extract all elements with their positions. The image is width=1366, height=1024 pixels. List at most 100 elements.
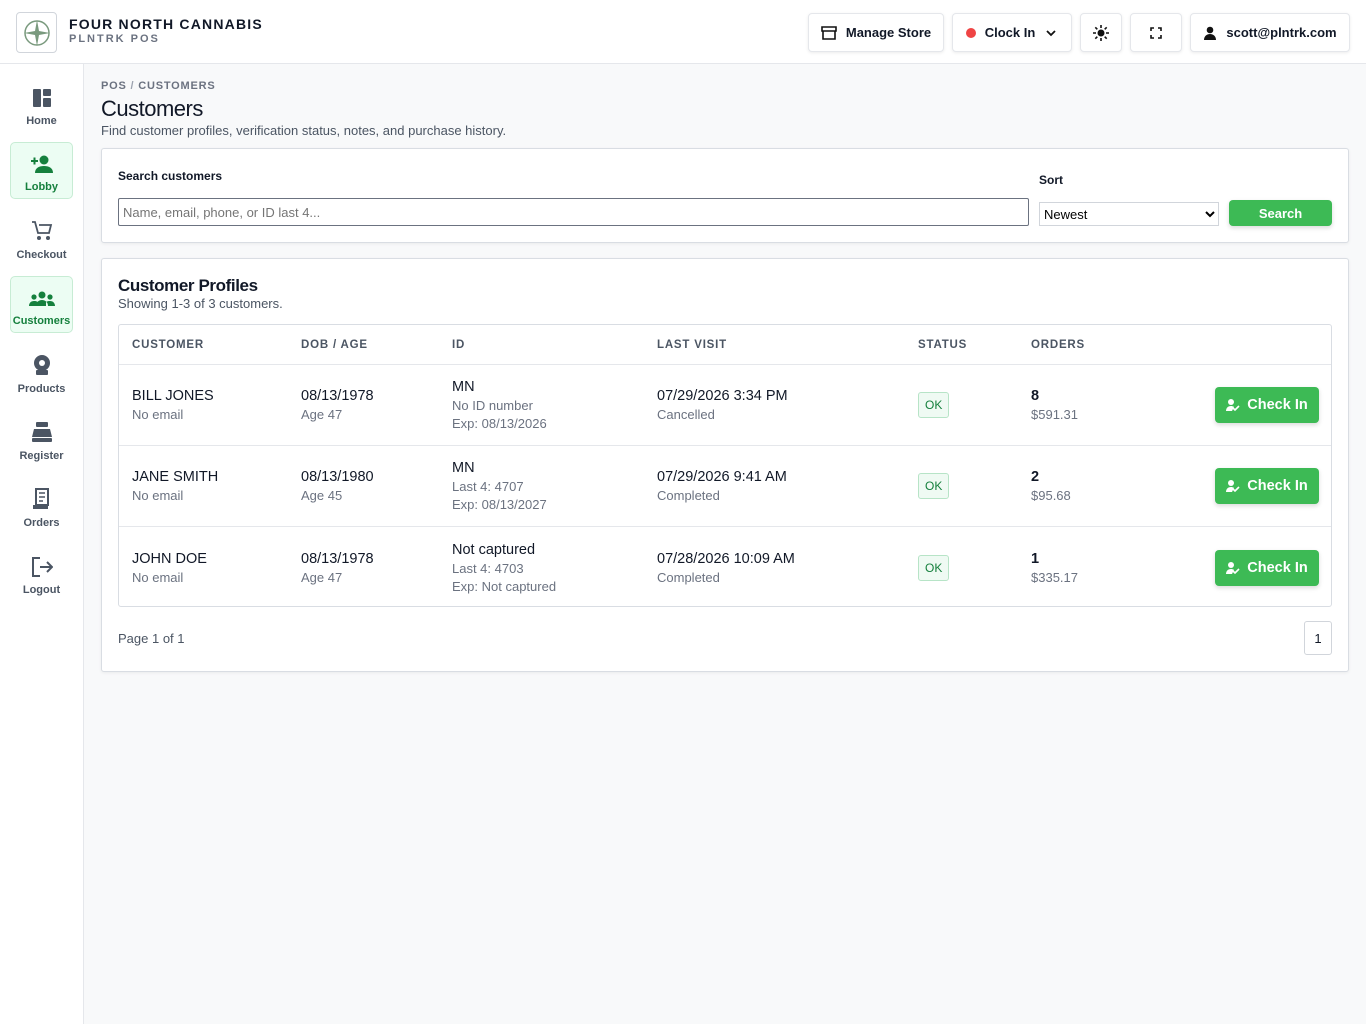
- check-in-label: Check In: [1247, 559, 1308, 576]
- order-count: 2: [1031, 469, 1040, 485]
- id-number: Last 4: 4707: [452, 479, 524, 494]
- search-card: Search customers Sort Newest Search: [101, 148, 1349, 243]
- nav-label: Orders: [23, 517, 60, 529]
- column-header: STATUS: [918, 338, 968, 351]
- nav-item[interactable]: Orders: [10, 478, 73, 535]
- nav-item[interactable]: Customers: [10, 276, 73, 333]
- status-cell: OK: [918, 473, 1031, 499]
- customer-cell: BILL JONES No email: [132, 388, 301, 422]
- id-number: Last 4: 4703: [452, 560, 524, 576]
- user-email: scott@plntrk.com: [1226, 25, 1337, 40]
- last-visit: 07/29/2026 9:41 AM: [657, 469, 787, 485]
- order-count: 1: [1031, 550, 1040, 567]
- search-label: Search customers: [118, 169, 223, 183]
- order-total: $591.31: [1031, 407, 1078, 422]
- status-badge: OK: [918, 554, 950, 581]
- nav-item[interactable]: Logout: [10, 545, 73, 602]
- customer-email: No email: [132, 407, 184, 422]
- customer-name: JANE SMITH: [132, 469, 219, 485]
- nav-item[interactable]: Checkout: [10, 210, 73, 267]
- visit-cell: 07/29/2026 9:41 AM Completed: [657, 469, 918, 503]
- check-in-icon: [1226, 561, 1240, 574]
- check-in-label: Check In: [1247, 478, 1308, 494]
- page-description: Find customer profiles, verification sta…: [101, 123, 507, 138]
- nav-label: Logout: [22, 584, 61, 596]
- nav-item[interactable]: Register: [10, 411, 73, 468]
- manage-store-button[interactable]: Manage Store: [808, 13, 944, 52]
- search-button[interactable]: Search: [1229, 200, 1332, 226]
- table-header: CUSTOMER DOB / AGE ID LAST VISIT STATUS ORDER…: [119, 325, 1331, 365]
- id-expiry: Exp: 08/13/2026: [452, 416, 547, 431]
- sort-select[interactable]: Newest: [1039, 202, 1219, 226]
- nav-item[interactable]: Products: [10, 344, 73, 401]
- breadcrumb-item: CUSTOMERS: [138, 80, 216, 92]
- customer-cell: JOHN DOE No email: [132, 551, 301, 585]
- nav-label: Customers: [12, 315, 71, 327]
- brand-name: FOUR NORTH CANNABIS: [69, 16, 263, 32]
- last-visit: 07/28/2026 10:09 AM: [657, 550, 795, 567]
- user-menu[interactable]: scott@plntrk.com: [1190, 13, 1350, 52]
- id-state: Not captured: [452, 541, 536, 558]
- visit-status: Completed: [657, 488, 720, 503]
- visit-cell: 07/29/2026 3:34 PM Cancelled: [657, 388, 918, 422]
- manage-store-label: Manage Store: [845, 25, 932, 40]
- check-in-icon: [1226, 399, 1240, 412]
- nav-label: Register: [19, 450, 64, 462]
- check-in-button[interactable]: Check In: [1215, 387, 1319, 423]
- visit-status: Completed: [657, 569, 720, 585]
- theme-toggle[interactable]: [1080, 13, 1122, 52]
- sort-label: Sort: [1039, 173, 1063, 187]
- profiles-title: Customer Profiles: [118, 276, 258, 295]
- dob-cell: 08/13/1980 Age 45: [301, 469, 452, 503]
- visit-status: Cancelled: [657, 407, 715, 422]
- column-header: LAST VISIT: [657, 338, 727, 351]
- orders-cell: 8 $591.31 Check In: [1031, 387, 1331, 423]
- dob: 08/13/1978: [301, 388, 374, 404]
- id-number: No ID number: [452, 398, 533, 413]
- nav-item[interactable]: Home: [10, 76, 73, 133]
- visit-cell: 07/28/2026 10:09 AM Completed: [657, 551, 918, 585]
- customer-table: CUSTOMER DOB / AGE ID LAST VISIT STATUS ORDER…: [118, 324, 1332, 607]
- top-bar: FOUR NORTH CANNABIS PLNTRK POS Manage St…: [0, 0, 1366, 64]
- last-visit: 07/29/2026 3:34 PM: [657, 388, 788, 404]
- breadcrumb-item[interactable]: POS: [101, 80, 127, 92]
- column-header: ORDERS: [1031, 338, 1086, 351]
- fullscreen-button[interactable]: [1130, 13, 1182, 52]
- status-cell: OK: [918, 392, 1031, 418]
- nav-item[interactable]: Lobby: [10, 142, 73, 199]
- dob: 08/13/1978: [301, 550, 374, 567]
- age: Age 47: [301, 407, 343, 422]
- age: Age 47: [301, 569, 343, 585]
- customer-cell: JANE SMITH No email: [132, 469, 301, 503]
- logo: [16, 12, 57, 53]
- column-header: DOB / AGE: [301, 338, 368, 351]
- order-total: $95.68: [1031, 488, 1071, 503]
- check-in-button[interactable]: Check In: [1215, 549, 1319, 586]
- check-in-button[interactable]: Check In: [1215, 468, 1319, 504]
- page-title: Customers: [101, 96, 203, 121]
- nav-label: Checkout: [16, 249, 67, 261]
- check-in-icon: [1226, 480, 1240, 493]
- clock-in-label: Clock In: [984, 25, 1036, 40]
- orders-cell: 2 $95.68 Check In: [1031, 468, 1331, 504]
- order-total: $335.17: [1031, 569, 1078, 585]
- clock-in-button[interactable]: Clock In: [952, 13, 1072, 52]
- table-row: JANE SMITH No email 08/13/1980 Age 45 MN Last…: [119, 446, 1331, 527]
- column-header: CUSTOMER: [132, 338, 204, 351]
- check-in-label: Check In: [1247, 397, 1308, 413]
- order-count: 8: [1031, 388, 1040, 404]
- table-row: JOHN DOE No email 08/13/1978 Age 47 Not capt…: [119, 527, 1331, 608]
- id-expiry: Exp: Not captured: [452, 578, 557, 594]
- column-header: ID: [452, 338, 466, 351]
- dob: 08/13/1980: [301, 469, 374, 485]
- status-badge: OK: [918, 392, 950, 418]
- nav-label: Home: [26, 115, 57, 127]
- page-button[interactable]: 1: [1304, 621, 1332, 655]
- id-cell: MN Last 4: 4707 Exp: 08/13/2027: [452, 460, 657, 512]
- search-input[interactable]: [118, 198, 1029, 226]
- customer-name: JOHN DOE: [132, 550, 207, 567]
- breadcrumb: POS / CUSTOMERS: [101, 80, 216, 92]
- dob-cell: 08/13/1978 Age 47: [301, 388, 452, 422]
- orders-summary: 8 $591.31: [1031, 388, 1078, 422]
- pagination-label: Page 1 of 1: [118, 631, 185, 646]
